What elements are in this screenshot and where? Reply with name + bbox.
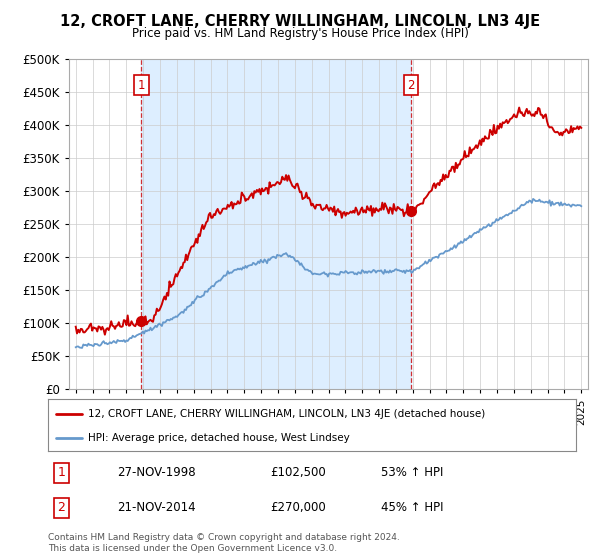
Text: 1: 1 bbox=[57, 466, 65, 479]
Text: Contains HM Land Registry data © Crown copyright and database right 2024.
This d: Contains HM Land Registry data © Crown c… bbox=[48, 533, 400, 553]
Text: 2: 2 bbox=[407, 79, 415, 92]
Text: 21-NOV-2014: 21-NOV-2014 bbox=[116, 501, 195, 515]
Text: 12, CROFT LANE, CHERRY WILLINGHAM, LINCOLN, LN3 4JE (detached house): 12, CROFT LANE, CHERRY WILLINGHAM, LINCO… bbox=[88, 409, 485, 419]
Text: Price paid vs. HM Land Registry's House Price Index (HPI): Price paid vs. HM Land Registry's House … bbox=[131, 27, 469, 40]
Text: 27-NOV-1998: 27-NOV-1998 bbox=[116, 466, 195, 479]
Text: HPI: Average price, detached house, West Lindsey: HPI: Average price, detached house, West… bbox=[88, 433, 349, 444]
Text: 1: 1 bbox=[138, 79, 145, 92]
Text: £270,000: £270,000 bbox=[270, 501, 326, 515]
Text: 45% ↑ HPI: 45% ↑ HPI bbox=[380, 501, 443, 515]
Text: 12, CROFT LANE, CHERRY WILLINGHAM, LINCOLN, LN3 4JE: 12, CROFT LANE, CHERRY WILLINGHAM, LINCO… bbox=[60, 14, 540, 29]
Text: £102,500: £102,500 bbox=[270, 466, 326, 479]
Text: 2: 2 bbox=[57, 501, 65, 515]
Bar bbox=[142, 59, 411, 389]
Text: 53% ↑ HPI: 53% ↑ HPI bbox=[380, 466, 443, 479]
